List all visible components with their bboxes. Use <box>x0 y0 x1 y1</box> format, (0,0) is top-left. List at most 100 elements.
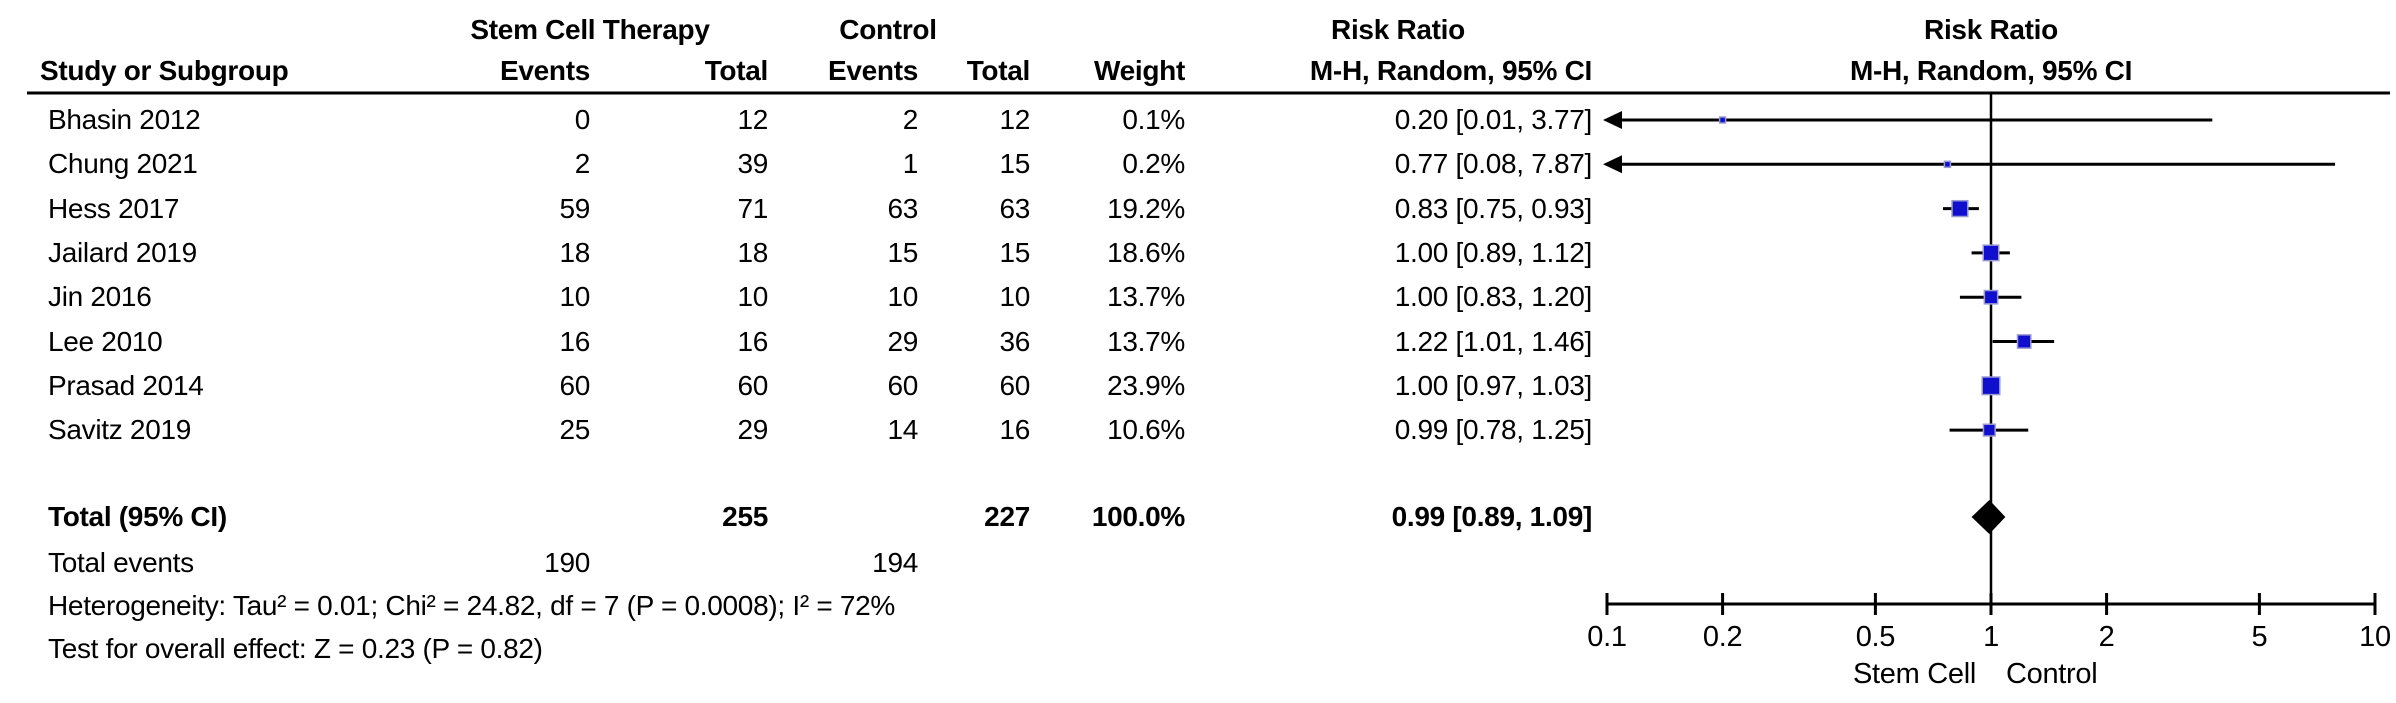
study-name: Chung 2021 <box>48 148 198 180</box>
heterogeneity-note: Heterogeneity: Tau² = 0.01; Chi² = 24.82… <box>48 590 895 621</box>
treatment-events: 25 <box>559 414 590 446</box>
effect-marker <box>1982 423 1996 437</box>
effect-marker <box>2016 334 2032 349</box>
study-weight: 18.6% <box>1107 236 1185 268</box>
x-axis-tick-label: 10 <box>2359 621 2391 653</box>
control-total: 15 <box>999 148 1030 180</box>
treatment-total: 39 <box>737 148 768 180</box>
total-diamond <box>1971 500 2006 534</box>
study-name: Hess 2017 <box>48 192 180 224</box>
study-name: Jailard 2019 <box>48 236 197 268</box>
control-events: 15 <box>887 236 918 268</box>
effect-marker <box>1983 289 1999 305</box>
treatment-events: 60 <box>559 369 590 401</box>
total-events-treatment: 190 <box>544 547 590 578</box>
col-header-method-text: M-H, Random, 95% CI <box>1309 55 1592 86</box>
study-weight: 13.7% <box>1107 325 1185 357</box>
study-risk-ratio-ci: 0.99 [0.78, 1.25] <box>1394 414 1593 446</box>
favors-left-label: Stem Cell <box>1853 658 1976 690</box>
study-weight: 13.7% <box>1107 281 1185 313</box>
treatment-total: 29 <box>737 414 768 446</box>
study-risk-ratio-ci: 1.00 [0.97, 1.03] <box>1394 369 1593 401</box>
control-events: 29 <box>887 325 918 357</box>
col-header-weight: Weight <box>1093 55 1185 86</box>
treatment-events: 2 <box>574 148 591 180</box>
group-header-treatment: Stem Cell Therapy <box>470 14 710 45</box>
treatment-events: 0 <box>574 104 591 135</box>
favors-right-label: Control <box>2006 658 2097 690</box>
treatment-total: 16 <box>737 325 768 357</box>
control-events: 14 <box>887 414 918 446</box>
treatment-total: 18 <box>737 236 768 268</box>
control-events: 63 <box>887 192 918 224</box>
effect-marker <box>1951 199 1969 218</box>
x-axis-tick-label: 0.2 <box>1703 621 1742 653</box>
control-total: 63 <box>999 192 1030 224</box>
x-axis-tick-label: 5 <box>2251 621 2267 653</box>
effect-marker <box>1718 116 1727 124</box>
overall-effect-note: Test for overall effect: Z = 0.23 (P = 0… <box>48 633 543 664</box>
treatment-events: 18 <box>559 236 590 268</box>
study-risk-ratio-ci: 0.83 [0.75, 0.93] <box>1394 192 1593 224</box>
total-events-control: 194 <box>872 547 918 578</box>
study-risk-ratio-ci: 0.20 [0.01, 3.77] <box>1394 104 1593 135</box>
control-total: 10 <box>999 281 1030 313</box>
study-name: Jin 2016 <box>48 281 152 313</box>
header-risk-ratio-plot: Risk Ratio <box>1924 14 2058 45</box>
study-weight: 23.9% <box>1107 369 1185 401</box>
x-axis-tick-label: 2 <box>2099 621 2115 653</box>
control-events: 1 <box>902 148 919 180</box>
total-events-label: Total events <box>48 547 194 578</box>
treatment-total: 71 <box>737 192 768 224</box>
study-name: Savitz 2019 <box>48 414 192 446</box>
treatment-events: 59 <box>559 192 590 224</box>
study-risk-ratio-ci: 1.00 [0.89, 1.12] <box>1394 236 1593 268</box>
total-control-n: 227 <box>984 501 1030 532</box>
total-weight: 100.0% <box>1091 501 1185 532</box>
study-weight: 0.1% <box>1122 104 1185 135</box>
total-ci: 0.99 [0.89, 1.09] <box>1391 501 1593 532</box>
col-header-control-events: Events <box>827 55 918 86</box>
control-total: 12 <box>999 104 1030 135</box>
col-header-control-total: Total <box>966 55 1031 86</box>
study-name: Lee 2010 <box>48 325 163 357</box>
col-header-study: Study or Subgroup <box>40 55 289 86</box>
x-axis-tick-label: 0.1 <box>1587 621 1626 653</box>
control-total: 15 <box>999 236 1030 268</box>
header-risk-ratio-text: Risk Ratio <box>1331 14 1465 45</box>
study-weight: 19.2% <box>1107 192 1185 224</box>
effect-marker <box>1982 244 2000 262</box>
study-name: Bhasin 2012 <box>48 104 201 135</box>
study-name: Prasad 2014 <box>48 369 204 401</box>
treatment-total: 10 <box>737 281 768 313</box>
study-risk-ratio-ci: 1.00 [0.83, 1.20] <box>1394 281 1593 313</box>
treatment-events: 16 <box>559 325 590 357</box>
study-risk-ratio-ci: 1.22 [1.01, 1.46] <box>1394 325 1593 357</box>
ci-arrow-left <box>1603 111 1622 129</box>
treatment-total: 12 <box>737 104 768 135</box>
col-header-treatment-events: Events <box>499 55 590 86</box>
study-weight: 10.6% <box>1107 414 1185 446</box>
control-total: 16 <box>999 414 1030 446</box>
study-risk-ratio-ci: 0.77 [0.08, 7.87] <box>1394 148 1593 180</box>
group-header-control: Control <box>839 14 937 45</box>
x-axis-tick-label: 0.5 <box>1856 621 1895 653</box>
col-header-treatment-total: Total <box>704 55 769 86</box>
control-total: 36 <box>999 325 1030 357</box>
study-weight: 0.2% <box>1122 148 1185 180</box>
effect-marker <box>1981 376 2001 396</box>
effect-marker <box>1943 160 1952 169</box>
control-events: 60 <box>887 369 918 401</box>
control-events: 2 <box>902 104 919 135</box>
col-header-method-plot: M-H, Random, 95% CI <box>1849 55 2133 86</box>
ci-arrow-left <box>1603 155 1622 174</box>
total-row-label: Total (95% CI) <box>48 501 227 532</box>
treatment-total: 60 <box>737 369 768 401</box>
control-total: 60 <box>999 369 1030 401</box>
total-treatment-n: 255 <box>722 501 768 532</box>
control-events: 10 <box>887 281 918 313</box>
treatment-events: 10 <box>559 281 590 313</box>
x-axis-tick-label: 1 <box>1983 621 1999 653</box>
